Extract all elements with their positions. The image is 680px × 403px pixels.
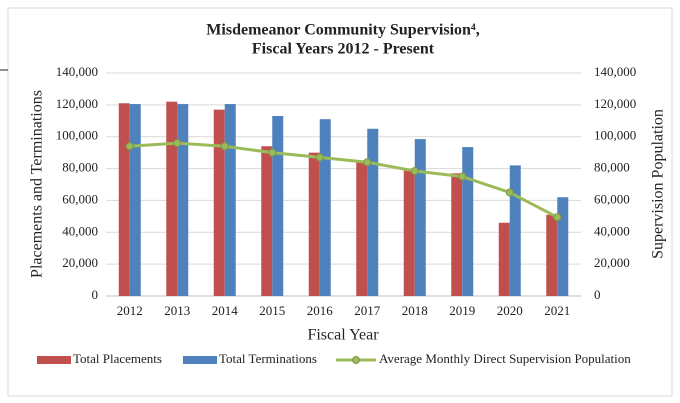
legend-label: Average Monthly Direct Supervision Popul… — [379, 351, 631, 366]
line-marker — [505, 188, 514, 197]
y-tick-label: 60,000 — [62, 191, 98, 206]
x-tick-label: 2019 — [449, 303, 475, 318]
bar — [129, 104, 141, 296]
legend-swatch — [352, 356, 360, 364]
y-tick-label: 120,000 — [56, 96, 98, 111]
legend-swatch — [183, 356, 217, 364]
line-marker — [125, 142, 134, 151]
bar — [308, 152, 320, 296]
y-tick-label: 40,000 — [62, 223, 98, 238]
line-marker — [220, 142, 229, 151]
x-tick-label: 2016 — [307, 303, 334, 318]
y2-tick-label: 40,000 — [594, 223, 630, 238]
chart-title: Misdemeanor Community Supervision⁴, — [206, 22, 479, 39]
y2-tick-label: 80,000 — [594, 160, 630, 175]
y-tick-label: 140,000 — [56, 64, 98, 79]
bar — [213, 109, 225, 296]
bar — [367, 128, 379, 296]
bar — [498, 222, 510, 296]
bar — [356, 160, 368, 296]
line-marker — [553, 213, 562, 222]
x-tick-label: 2017 — [354, 303, 381, 318]
legend-label: Total Placements — [73, 351, 162, 366]
bar — [319, 119, 331, 296]
bar — [451, 173, 463, 296]
y2-tick-label: 140,000 — [594, 64, 636, 79]
line-marker — [363, 158, 372, 167]
x-tick-label: 2021 — [544, 303, 570, 318]
line-marker — [410, 166, 419, 175]
bar — [166, 101, 178, 297]
chart-title: Fiscal Years 2012 - Present — [252, 41, 435, 58]
bar — [546, 214, 558, 296]
line-marker — [315, 153, 324, 162]
bar — [118, 103, 130, 296]
bar — [557, 197, 569, 296]
y2-tick-label: 20,000 — [594, 255, 630, 270]
line — [129, 141, 558, 219]
line-marker — [268, 148, 277, 157]
y-tick-label: 80,000 — [62, 160, 98, 175]
x-tick-label: 2012 — [117, 303, 143, 318]
bar — [261, 146, 273, 296]
bar — [403, 170, 415, 296]
bar — [414, 139, 426, 296]
y2-axis-label: Supervision Population — [650, 109, 667, 259]
x-tick-label: 2015 — [259, 303, 285, 318]
y-axis-label: Placements and Terminations — [29, 90, 46, 278]
x-tick-label: 2014 — [212, 303, 239, 318]
bar — [177, 104, 189, 296]
bar — [224, 104, 236, 296]
y-tick-label: 100,000 — [56, 128, 98, 143]
y-tick-label: 20,000 — [62, 255, 98, 270]
x-axis-label: Fiscal Year — [307, 327, 379, 344]
chart-border — [7, 7, 673, 397]
line-marker — [173, 139, 182, 148]
y2-tick-label: 120,000 — [594, 96, 636, 111]
y-tick-label: 0 — [92, 287, 99, 302]
line-marker — [458, 172, 467, 181]
legend-label: Total Terminations — [219, 351, 317, 366]
bar — [272, 116, 284, 296]
x-tick-label: 2013 — [164, 303, 190, 318]
bar — [462, 147, 474, 296]
y2-tick-label: 0 — [594, 287, 601, 302]
bar — [509, 165, 521, 296]
x-tick-label: 2018 — [402, 303, 428, 318]
y2-tick-label: 60,000 — [594, 191, 630, 206]
y2-tick-label: 100,000 — [594, 128, 636, 143]
x-tick-label: 2020 — [497, 303, 523, 318]
legend-swatch — [37, 356, 71, 364]
